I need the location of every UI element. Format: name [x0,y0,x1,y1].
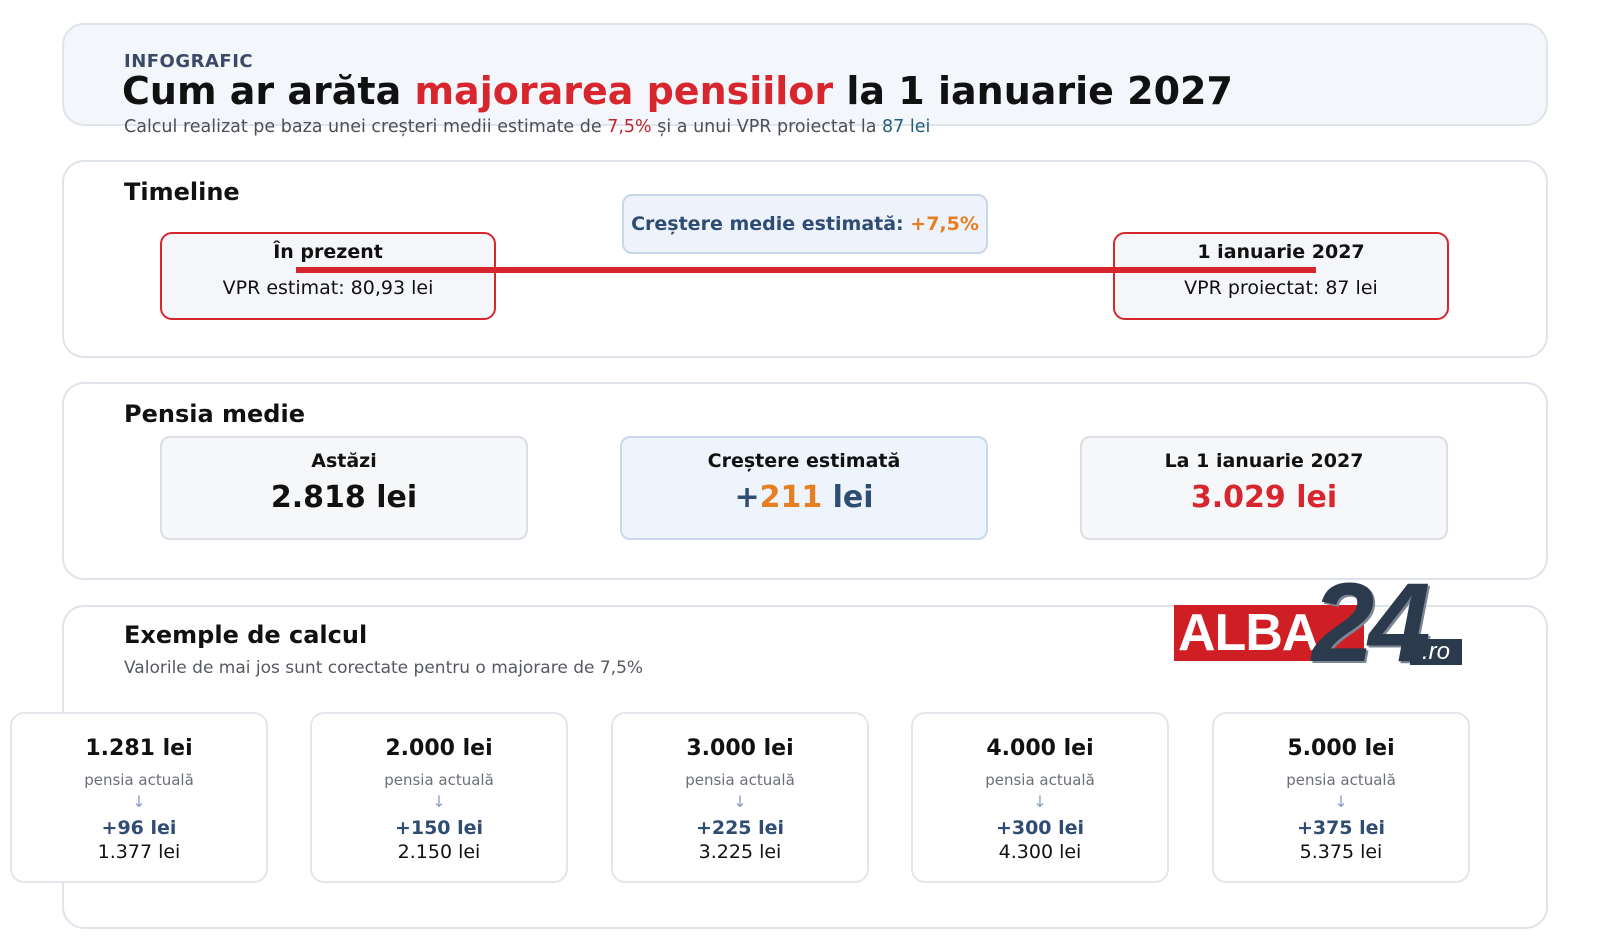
example-current-label: pensia actuală [985,771,1095,789]
timeline-now-label: În prezent [273,241,383,263]
example-current-amount: 4.000 lei [986,736,1094,761]
example-current-amount: 2.000 lei [385,736,493,761]
title-suffix: la 1 ianuarie 2027 [833,69,1233,113]
pension-growth-unit: lei [822,480,874,515]
timeline-future-label: 1 ianuarie 2027 [1197,241,1365,263]
title-highlight: majorarea pensiilor [414,69,834,113]
logo-word: ALBA [1174,605,1364,661]
examples-subtitle: Valorile de mai jos sunt corectate pentr… [124,658,644,678]
pension-panel: Pensia medie Astăzi 2.818 lei Creștere e… [62,382,1548,580]
pension-growth-sign: + [734,480,760,515]
logo-suffix: .ro [1410,639,1462,665]
pension-today-value: 2.818 lei [270,480,418,515]
subtitle-vpr: 87 lei [882,117,931,137]
example-card: 4.000 lei pensia actuală ↓ +300 lei 4.30… [911,712,1169,883]
arrow-down-icon: ↓ [1033,792,1047,811]
pension-growth-label: Creștere estimată [707,450,901,472]
arrow-down-icon: ↓ [733,792,747,811]
header-panel: INFOGRAFIC Cum ar arăta majorarea pensii… [62,23,1548,137]
examples-title: Exemple de calcul [124,621,368,649]
example-increase: +96 lei [101,817,177,839]
page-title: Cum ar arăta majorarea pensiilor la 1 ia… [122,69,1233,113]
timeline-future-value: VPR proiectat: 87 lei [1184,277,1378,299]
example-result: 3.225 lei [698,841,782,863]
alba24-logo: ALBA 24 .ro [1174,560,1464,685]
example-card: 3.000 lei pensia actuală ↓ +225 lei 3.22… [611,712,869,883]
example-result: 1.377 lei [97,841,181,863]
example-increase: +300 lei [995,817,1085,839]
timeline-growth-label: Creștere medie estimată: [631,213,911,235]
example-card: 2.000 lei pensia actuală ↓ +150 lei 2.15… [310,712,568,883]
example-card: 5.000 lei pensia actuală ↓ +375 lei 5.37… [1212,712,1470,883]
pension-growth-amount: 211 [759,480,823,515]
timeline-growth-badge: Creștere medie estimată: +7,5% [622,194,988,254]
title-prefix: Cum ar arăta [122,69,415,113]
example-current-label: pensia actuală [384,771,494,789]
timeline-panel: Timeline Creștere medie estimată: +7,5% … [62,160,1548,358]
pension-future-card: La 1 ianuarie 2027 3.029 lei [1080,436,1448,540]
example-current-label: pensia actuală [685,771,795,789]
arrow-down-icon: ↓ [132,792,146,811]
example-current-label: pensia actuală [84,771,194,789]
timeline-now-value: VPR estimat: 80,93 lei [222,277,434,299]
example-current-amount: 3.000 lei [686,736,794,761]
arrow-down-icon: ↓ [432,792,446,811]
timeline-growth-value: +7,5% [910,213,979,235]
pension-title: Pensia medie [124,400,305,428]
timeline-now-box: În prezent VPR estimat: 80,93 lei [160,232,496,320]
timeline-title: Timeline [124,178,240,206]
eyebrow-label: INFOGRAFIC [124,51,254,72]
arrow-down-icon: ↓ [1334,792,1348,811]
example-current-amount: 1.281 lei [85,736,193,761]
subtitle-rate: 7,5% [607,117,652,137]
example-increase: +225 lei [695,817,785,839]
pension-future-label: La 1 ianuarie 2027 [1164,450,1364,472]
example-current-amount: 5.000 lei [1287,736,1395,761]
pension-growth-card: Creștere estimată +211 lei [620,436,988,540]
example-result: 2.150 lei [397,841,481,863]
example-result: 5.375 lei [1299,841,1383,863]
timeline-line [296,267,1316,273]
page-subtitle: Calcul realizat pe baza unei creșteri me… [124,117,930,137]
example-increase: +375 lei [1296,817,1386,839]
subtitle-middle: și a unui VPR proiectat la [651,117,883,137]
pension-future-value: 3.029 lei [1190,480,1338,515]
example-increase: +150 lei [394,817,484,839]
example-card: 1.281 lei pensia actuală ↓ +96 lei 1.377… [10,712,268,883]
logo-number: 24 [1312,560,1431,685]
example-current-label: pensia actuală [1286,771,1396,789]
pension-growth-value: +211 lei [622,480,986,515]
pension-today-label: Astăzi [311,450,377,472]
example-result: 4.300 lei [998,841,1082,863]
subtitle-prefix: Calcul realizat pe baza unei creșteri me… [124,117,608,137]
timeline-future-box: 1 ianuarie 2027 VPR proiectat: 87 lei [1113,232,1449,320]
pension-today-card: Astăzi 2.818 lei [160,436,528,540]
